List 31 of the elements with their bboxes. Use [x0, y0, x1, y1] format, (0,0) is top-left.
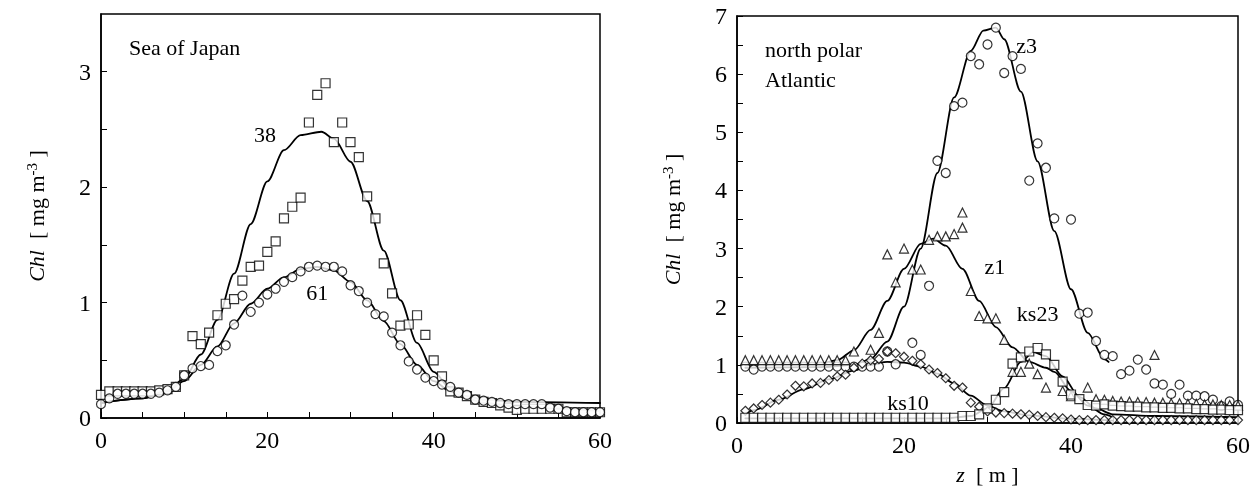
x-tick-label: 0 — [731, 432, 743, 458]
y-tick-label: 3 — [79, 58, 91, 85]
y-tick-label: 2 — [79, 174, 91, 201]
y-tick-label: 4 — [715, 177, 727, 204]
x-tick-label: 60 — [1226, 432, 1250, 458]
y-axis-title: Chl [ mg m-3 ] — [23, 150, 49, 282]
annotation: z3 — [1016, 32, 1037, 58]
annotation: 61 — [306, 280, 329, 306]
y-tick-label: 2 — [715, 293, 727, 320]
y-tick-label: 5 — [715, 119, 727, 146]
annotation: ks23 — [1016, 301, 1059, 327]
y-tick-label: 0 — [715, 410, 727, 436]
y-tick-label: 6 — [715, 61, 727, 88]
x-tick-label: 40 — [1059, 432, 1083, 458]
annotation: 38 — [253, 121, 276, 147]
x-axis-title: z [ m ] — [955, 461, 1019, 487]
x-tick-label: 0 — [95, 427, 107, 453]
y-tick-label: 7 — [715, 3, 727, 29]
x-tick-label: 60 — [588, 427, 612, 453]
annotation: Sea of Japan — [129, 34, 241, 60]
annotation: north polar Atlantic — [765, 36, 868, 92]
y-tick-label: 0 — [79, 405, 91, 431]
annotation: ks10 — [887, 390, 929, 416]
y-tick-label: 1 — [715, 351, 727, 378]
x-tick-label: 40 — [421, 427, 446, 453]
y-tick-label: 3 — [715, 235, 727, 262]
y-axis-title: Chl [ mg m-3 ] — [659, 153, 685, 286]
x-tick-label: 20 — [255, 427, 280, 453]
x-tick-label: 20 — [892, 432, 916, 458]
y-tick-label: 1 — [79, 289, 91, 316]
annotation: z1 — [984, 254, 1006, 280]
